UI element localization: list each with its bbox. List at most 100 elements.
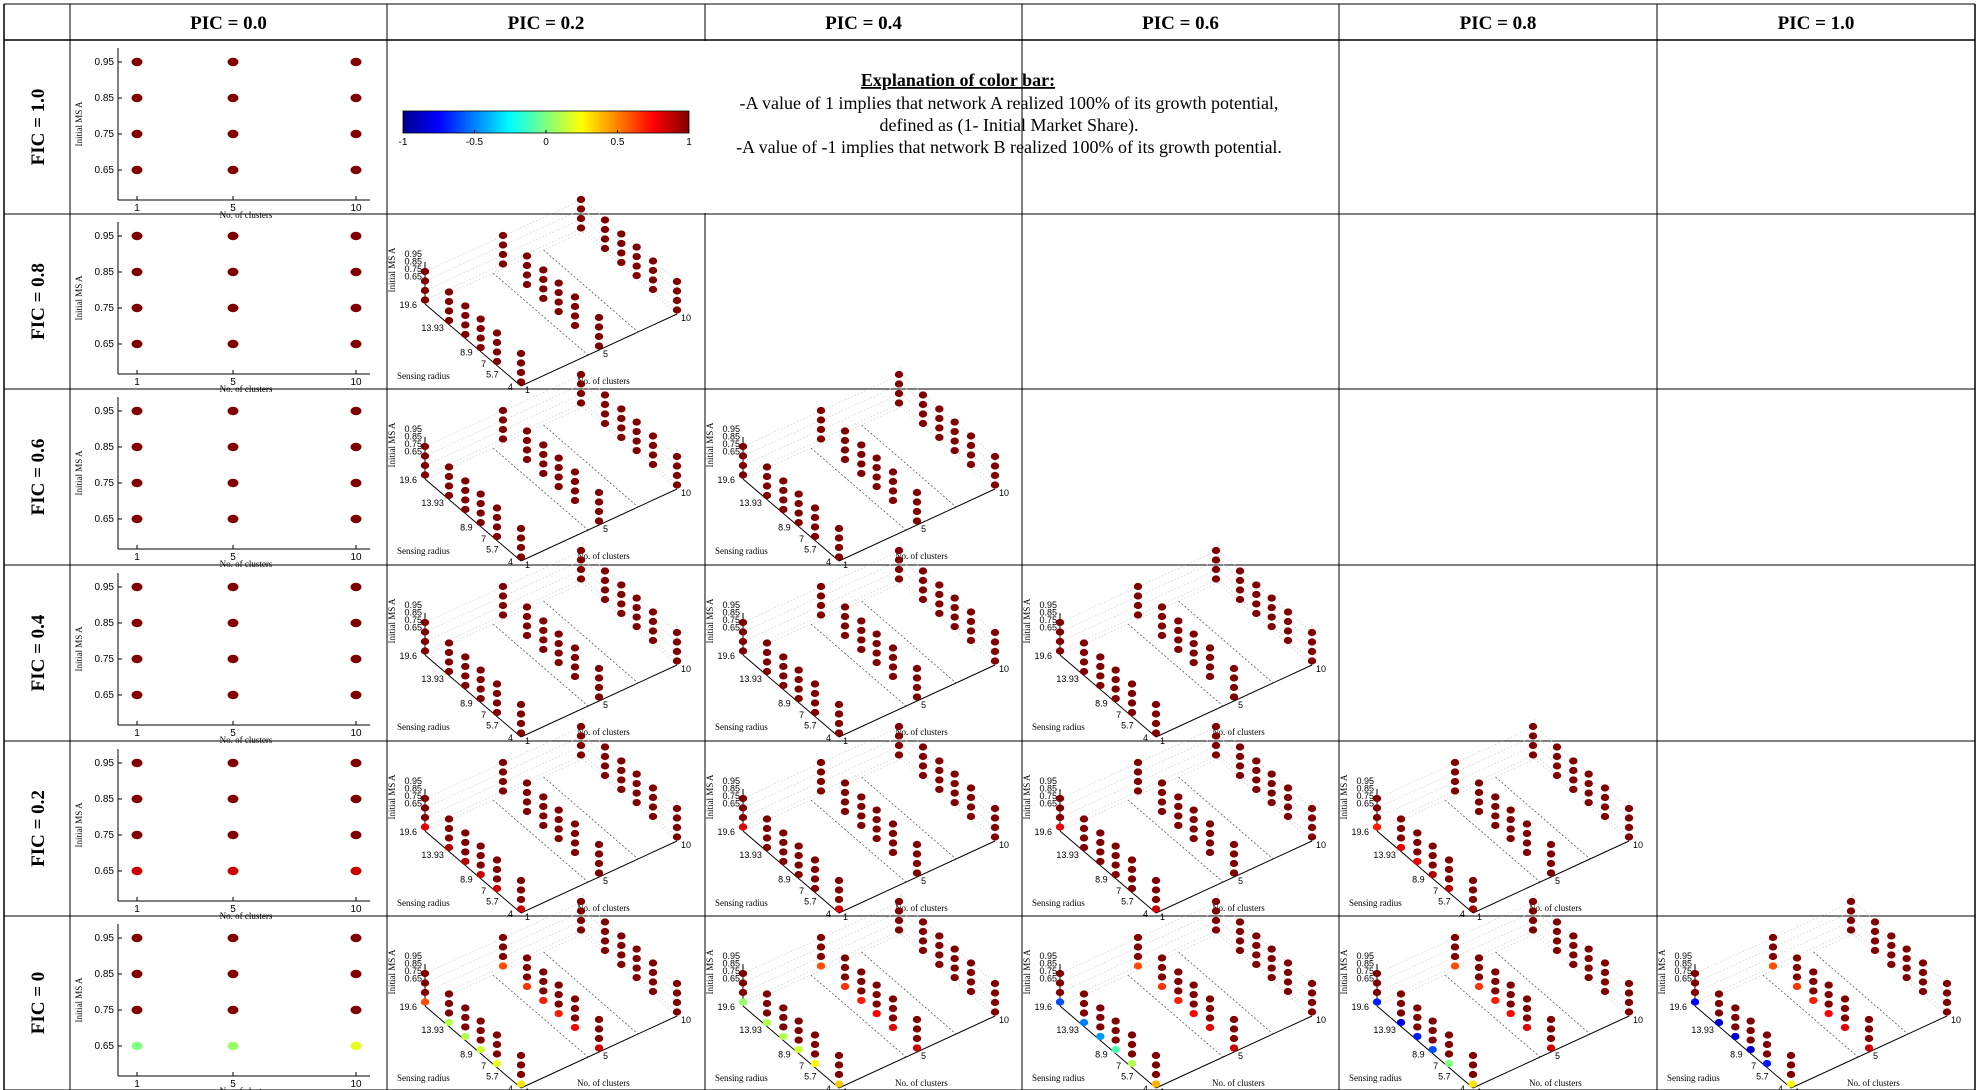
x-tick-label: 10 [350, 1079, 362, 1090]
grid-line [1376, 920, 1536, 993]
data-point [834, 1051, 844, 1060]
data-point [834, 876, 844, 885]
data-point [1600, 987, 1610, 996]
data-point [834, 719, 844, 728]
grid-line [1534, 920, 1630, 1003]
data-point [632, 603, 641, 612]
data-point [498, 250, 508, 259]
data-point [539, 294, 548, 303]
y-tick-label: 0.95 [95, 231, 115, 242]
radius-tick-label: 7 [1116, 886, 1121, 896]
data-point [350, 442, 362, 452]
data-point [935, 405, 944, 413]
data-point [738, 794, 748, 803]
data-point [966, 784, 976, 792]
cluster-tick-label: 10 [681, 1015, 691, 1025]
data-point [1792, 963, 1802, 972]
data-point [888, 1014, 898, 1022]
data-point [1792, 954, 1802, 962]
data-point [131, 129, 143, 139]
data-point [576, 556, 586, 564]
data-point [600, 410, 610, 418]
data-point [810, 1059, 820, 1068]
data-point [1235, 946, 1245, 955]
data-point [872, 630, 881, 638]
data-point [1133, 962, 1143, 970]
data-point [632, 798, 641, 807]
data-point [227, 57, 239, 67]
data-point [1506, 825, 1515, 833]
data-point [888, 487, 898, 495]
data-point [1491, 812, 1500, 820]
data-point [1552, 743, 1562, 751]
data-point [738, 471, 748, 479]
data-point [648, 978, 658, 986]
data-point [1918, 968, 1928, 977]
data-point [1474, 779, 1484, 787]
data-point [1918, 978, 1928, 986]
data-point [1552, 752, 1562, 761]
ms-tick-label: 0.65 [404, 799, 422, 809]
radius-tick-label: 19.6 [399, 827, 417, 837]
cluster-tick-label: 5 [603, 700, 608, 710]
data-point [816, 611, 826, 619]
column-header: PIC = 0.0 [190, 13, 267, 34]
cluster-axis [1155, 840, 1313, 914]
data-point [476, 842, 485, 850]
x-tick-label: 1 [134, 552, 140, 563]
data-point [1864, 1034, 1874, 1043]
data-point [648, 608, 658, 616]
data-point [1372, 988, 1382, 997]
data-point [935, 590, 944, 599]
data-point [1824, 1009, 1833, 1018]
data-point [1151, 719, 1161, 728]
radius-tick-label: 5.7 [1438, 897, 1451, 907]
data-point [990, 804, 1000, 813]
data-point [1450, 787, 1460, 795]
row-header: FIC = 0.2 [28, 790, 49, 867]
data-point [1133, 943, 1143, 951]
data-point [476, 343, 485, 352]
data-point [912, 488, 922, 497]
data-point [632, 252, 641, 261]
data-point [570, 653, 580, 662]
x-tick-label: 1 [134, 904, 140, 915]
data-point [872, 658, 881, 667]
data-point [894, 380, 904, 388]
data-point [918, 937, 928, 945]
data-point [617, 600, 626, 608]
data-point [570, 1004, 580, 1013]
data-point [461, 311, 470, 320]
data-point [935, 433, 944, 442]
data-point [1211, 722, 1221, 731]
data-point [1474, 788, 1484, 797]
data-point [444, 288, 454, 296]
grid-line [1059, 559, 1219, 633]
data-point [1267, 945, 1276, 953]
ms-axis-label: Initial MS A [387, 598, 397, 644]
data-point [570, 995, 580, 1003]
data-point [1174, 802, 1183, 811]
data-point [1127, 1031, 1137, 1039]
grid-line [742, 393, 902, 466]
data-point [1428, 1036, 1437, 1044]
data-point [576, 565, 586, 574]
data-point [461, 681, 470, 690]
radius-tick-label: 8.9 [460, 875, 473, 885]
data-point [1307, 628, 1317, 637]
data-point [600, 927, 610, 936]
floor-line [492, 799, 589, 883]
data-point [1096, 857, 1105, 866]
radius-tick-label: 19.6 [1351, 1002, 1369, 1012]
data-point [1786, 1070, 1796, 1079]
data-point [950, 594, 959, 602]
data-point [516, 1070, 526, 1079]
data-point [1768, 943, 1778, 951]
y-tick-label: 0.65 [95, 339, 115, 350]
data-point [672, 296, 682, 305]
radius-tick-label: 7 [481, 534, 486, 544]
ms-tick-label: 0.75 [404, 615, 422, 625]
grid-line [742, 910, 902, 984]
data-point [539, 275, 548, 284]
